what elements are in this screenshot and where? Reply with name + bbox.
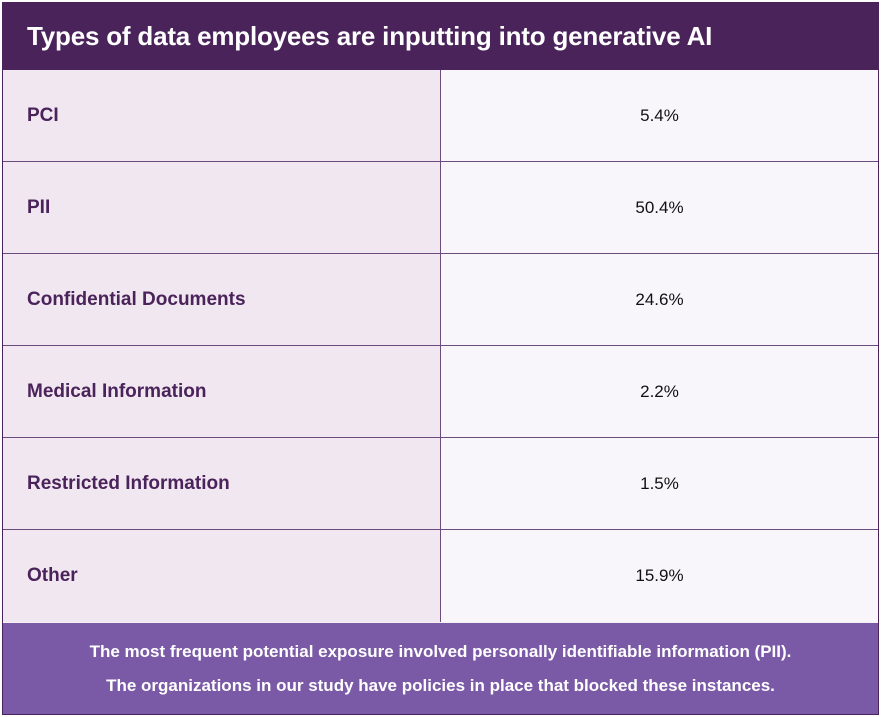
row-value: 5.4% bbox=[441, 70, 878, 161]
table-row: Other 15.9% bbox=[3, 530, 878, 622]
row-label: PII bbox=[3, 162, 441, 253]
row-label: Medical Information bbox=[3, 346, 441, 437]
footnote-line-2: The organizations in our study have poli… bbox=[106, 675, 775, 695]
table-row: Restricted Information 1.5% bbox=[3, 438, 878, 530]
table-header: Types of data employees are inputting in… bbox=[3, 3, 878, 70]
table-title: Types of data employees are inputting in… bbox=[27, 21, 713, 51]
table-row: Confidential Documents 24.6% bbox=[3, 254, 878, 346]
row-value: 1.5% bbox=[441, 438, 878, 529]
table-row: PII 50.4% bbox=[3, 162, 878, 254]
footnote-line-1: The most frequent potential exposure inv… bbox=[89, 641, 792, 661]
row-value: 15.9% bbox=[441, 530, 878, 622]
row-label: PCI bbox=[3, 70, 441, 161]
row-label: Other bbox=[3, 530, 441, 622]
row-value: 2.2% bbox=[441, 346, 878, 437]
row-label: Restricted Information bbox=[3, 438, 441, 529]
row-value: 50.4% bbox=[441, 162, 878, 253]
row-label: Confidential Documents bbox=[3, 254, 441, 345]
table-row: PCI 5.4% bbox=[3, 70, 878, 162]
row-value: 24.6% bbox=[441, 254, 878, 345]
table-row: Medical Information 2.2% bbox=[3, 346, 878, 438]
table-body: PCI 5.4% PII 50.4% Confidential Documents 24.… bbox=[3, 70, 878, 622]
table-footnote: The most frequent potential exposure inv… bbox=[3, 623, 878, 714]
